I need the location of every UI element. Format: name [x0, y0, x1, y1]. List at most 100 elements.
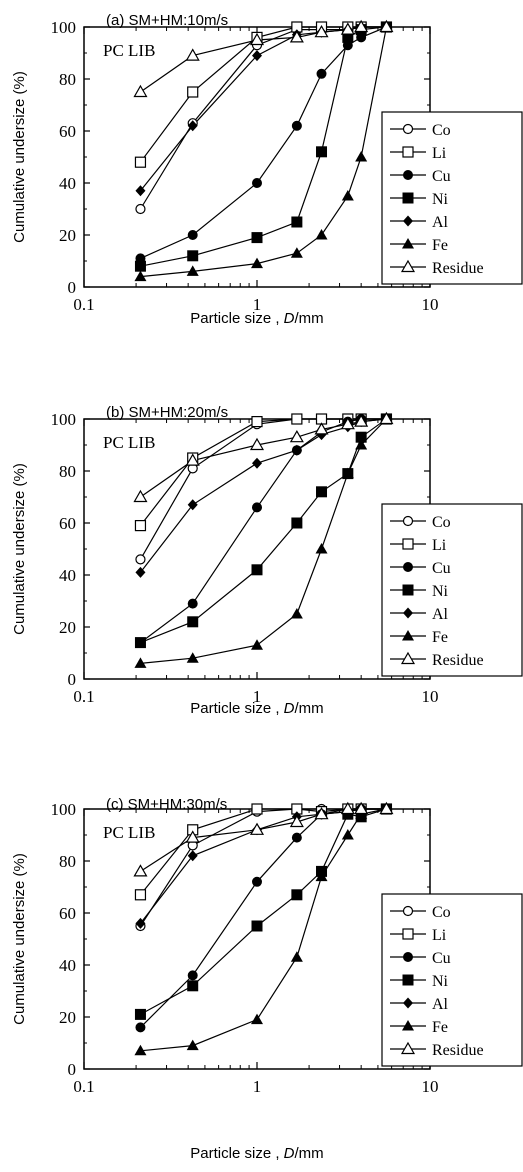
legend-item: Ni — [390, 191, 449, 208]
data-point — [135, 554, 146, 565]
data-point — [252, 50, 262, 62]
data-point — [251, 920, 263, 932]
y-axis-label: Cumulative undersize (%) — [11, 71, 28, 243]
y-tick-label: 0 — [68, 670, 77, 689]
legend-label: Co — [432, 514, 451, 531]
y-tick-label: 0 — [68, 278, 77, 297]
series-line-al — [139, 808, 387, 924]
x-tick-label: 10 — [422, 687, 439, 706]
legend-item: Al — [390, 996, 449, 1013]
data-point — [251, 639, 263, 650]
legend-marker — [402, 1020, 414, 1031]
legend-item: Co — [390, 514, 451, 531]
legend-item: Li — [390, 145, 447, 162]
data-point — [316, 68, 327, 79]
data-point — [354, 414, 369, 427]
data-point — [187, 980, 199, 992]
series-al — [135, 413, 392, 578]
data-point — [135, 185, 146, 197]
data-point — [134, 1008, 146, 1020]
x-axis-label-prefix: Particle size , — [190, 310, 283, 327]
data-point — [340, 416, 355, 430]
series-line-ni — [140, 26, 387, 267]
legend-label: Li — [432, 927, 447, 944]
data-point — [185, 48, 200, 61]
data-point — [340, 801, 355, 815]
x-tick-label: 0.1 — [73, 1077, 94, 1096]
legend-label: Fe — [432, 1019, 448, 1036]
legend-item: Cu — [390, 560, 451, 577]
series-line-ni — [140, 418, 387, 644]
y-axis-label: Cumulative undersize (%) — [11, 463, 28, 635]
y-tick-label: 80 — [59, 70, 76, 89]
legend-label: Residue — [432, 652, 484, 669]
data-point — [133, 489, 148, 503]
legend-label: Ni — [432, 191, 449, 208]
data-point — [315, 870, 328, 882]
legend-marker — [402, 146, 414, 158]
data-point — [249, 437, 265, 451]
y-tick-label: 40 — [59, 174, 76, 193]
series-cu — [135, 22, 392, 264]
legend-item: Al — [390, 214, 449, 231]
data-point — [134, 1044, 147, 1056]
data-point — [291, 517, 303, 529]
legend: Co Li Cu Ni Al Fe Residue — [381, 111, 523, 285]
data-point — [134, 156, 147, 168]
legend-marker — [402, 584, 414, 596]
x-tick-label: 0.1 — [73, 687, 94, 706]
data-point — [291, 889, 303, 901]
data-point — [289, 30, 304, 43]
legend-item: Ni — [390, 583, 449, 600]
data-point — [134, 260, 146, 272]
data-point — [249, 32, 265, 46]
data-point — [291, 832, 302, 843]
series-ni — [134, 21, 392, 272]
series-residue — [133, 19, 394, 98]
series-line-co — [139, 26, 387, 210]
legend-item: Residue — [390, 1041, 484, 1059]
data-point — [340, 22, 355, 35]
data-point — [134, 657, 147, 668]
y-axis-label: Cumulative undersize (%) — [11, 853, 28, 1025]
y-tick-label: 60 — [59, 514, 76, 533]
data-point — [314, 806, 329, 820]
data-point — [379, 19, 394, 33]
x-axis-label-unit: /mm — [295, 700, 324, 717]
legend-marker — [402, 974, 414, 986]
data-point — [314, 422, 329, 435]
y-tick-label: 20 — [59, 618, 76, 637]
data-point — [133, 864, 148, 877]
legend: Co Li Cu Ni Al Fe Residue — [381, 893, 523, 1067]
data-point — [290, 608, 303, 619]
y-tick-label: 20 — [59, 1008, 76, 1027]
series-co — [135, 413, 392, 565]
x-axis-label-variable: D — [284, 700, 295, 717]
series-co — [135, 803, 392, 932]
series-al — [135, 21, 392, 197]
data-point — [252, 457, 262, 469]
data-point — [187, 86, 199, 98]
data-point — [252, 178, 262, 188]
x-tick-label: 1 — [253, 1077, 262, 1096]
y-tick-label: 20 — [59, 226, 76, 245]
data-point — [187, 120, 198, 132]
data-point — [251, 257, 263, 269]
series-line-fe — [140, 808, 387, 1052]
data-point — [314, 24, 329, 38]
x-tick-label: 0.1 — [73, 295, 94, 314]
legend-marker — [403, 215, 413, 227]
data-point — [251, 232, 263, 244]
x-axis-label: Particle size , D/mm — [190, 1145, 323, 1162]
legend-label: Fe — [432, 237, 448, 254]
series-line-ni — [140, 808, 387, 1015]
data-point — [134, 637, 146, 649]
x-tick-label: 1 — [253, 687, 262, 706]
legend-item: Co — [390, 904, 451, 921]
data-point — [291, 216, 303, 228]
data-point — [290, 247, 303, 258]
legend-marker — [402, 538, 414, 550]
series-line-co — [139, 808, 387, 927]
y-tick-label: 100 — [51, 800, 77, 819]
